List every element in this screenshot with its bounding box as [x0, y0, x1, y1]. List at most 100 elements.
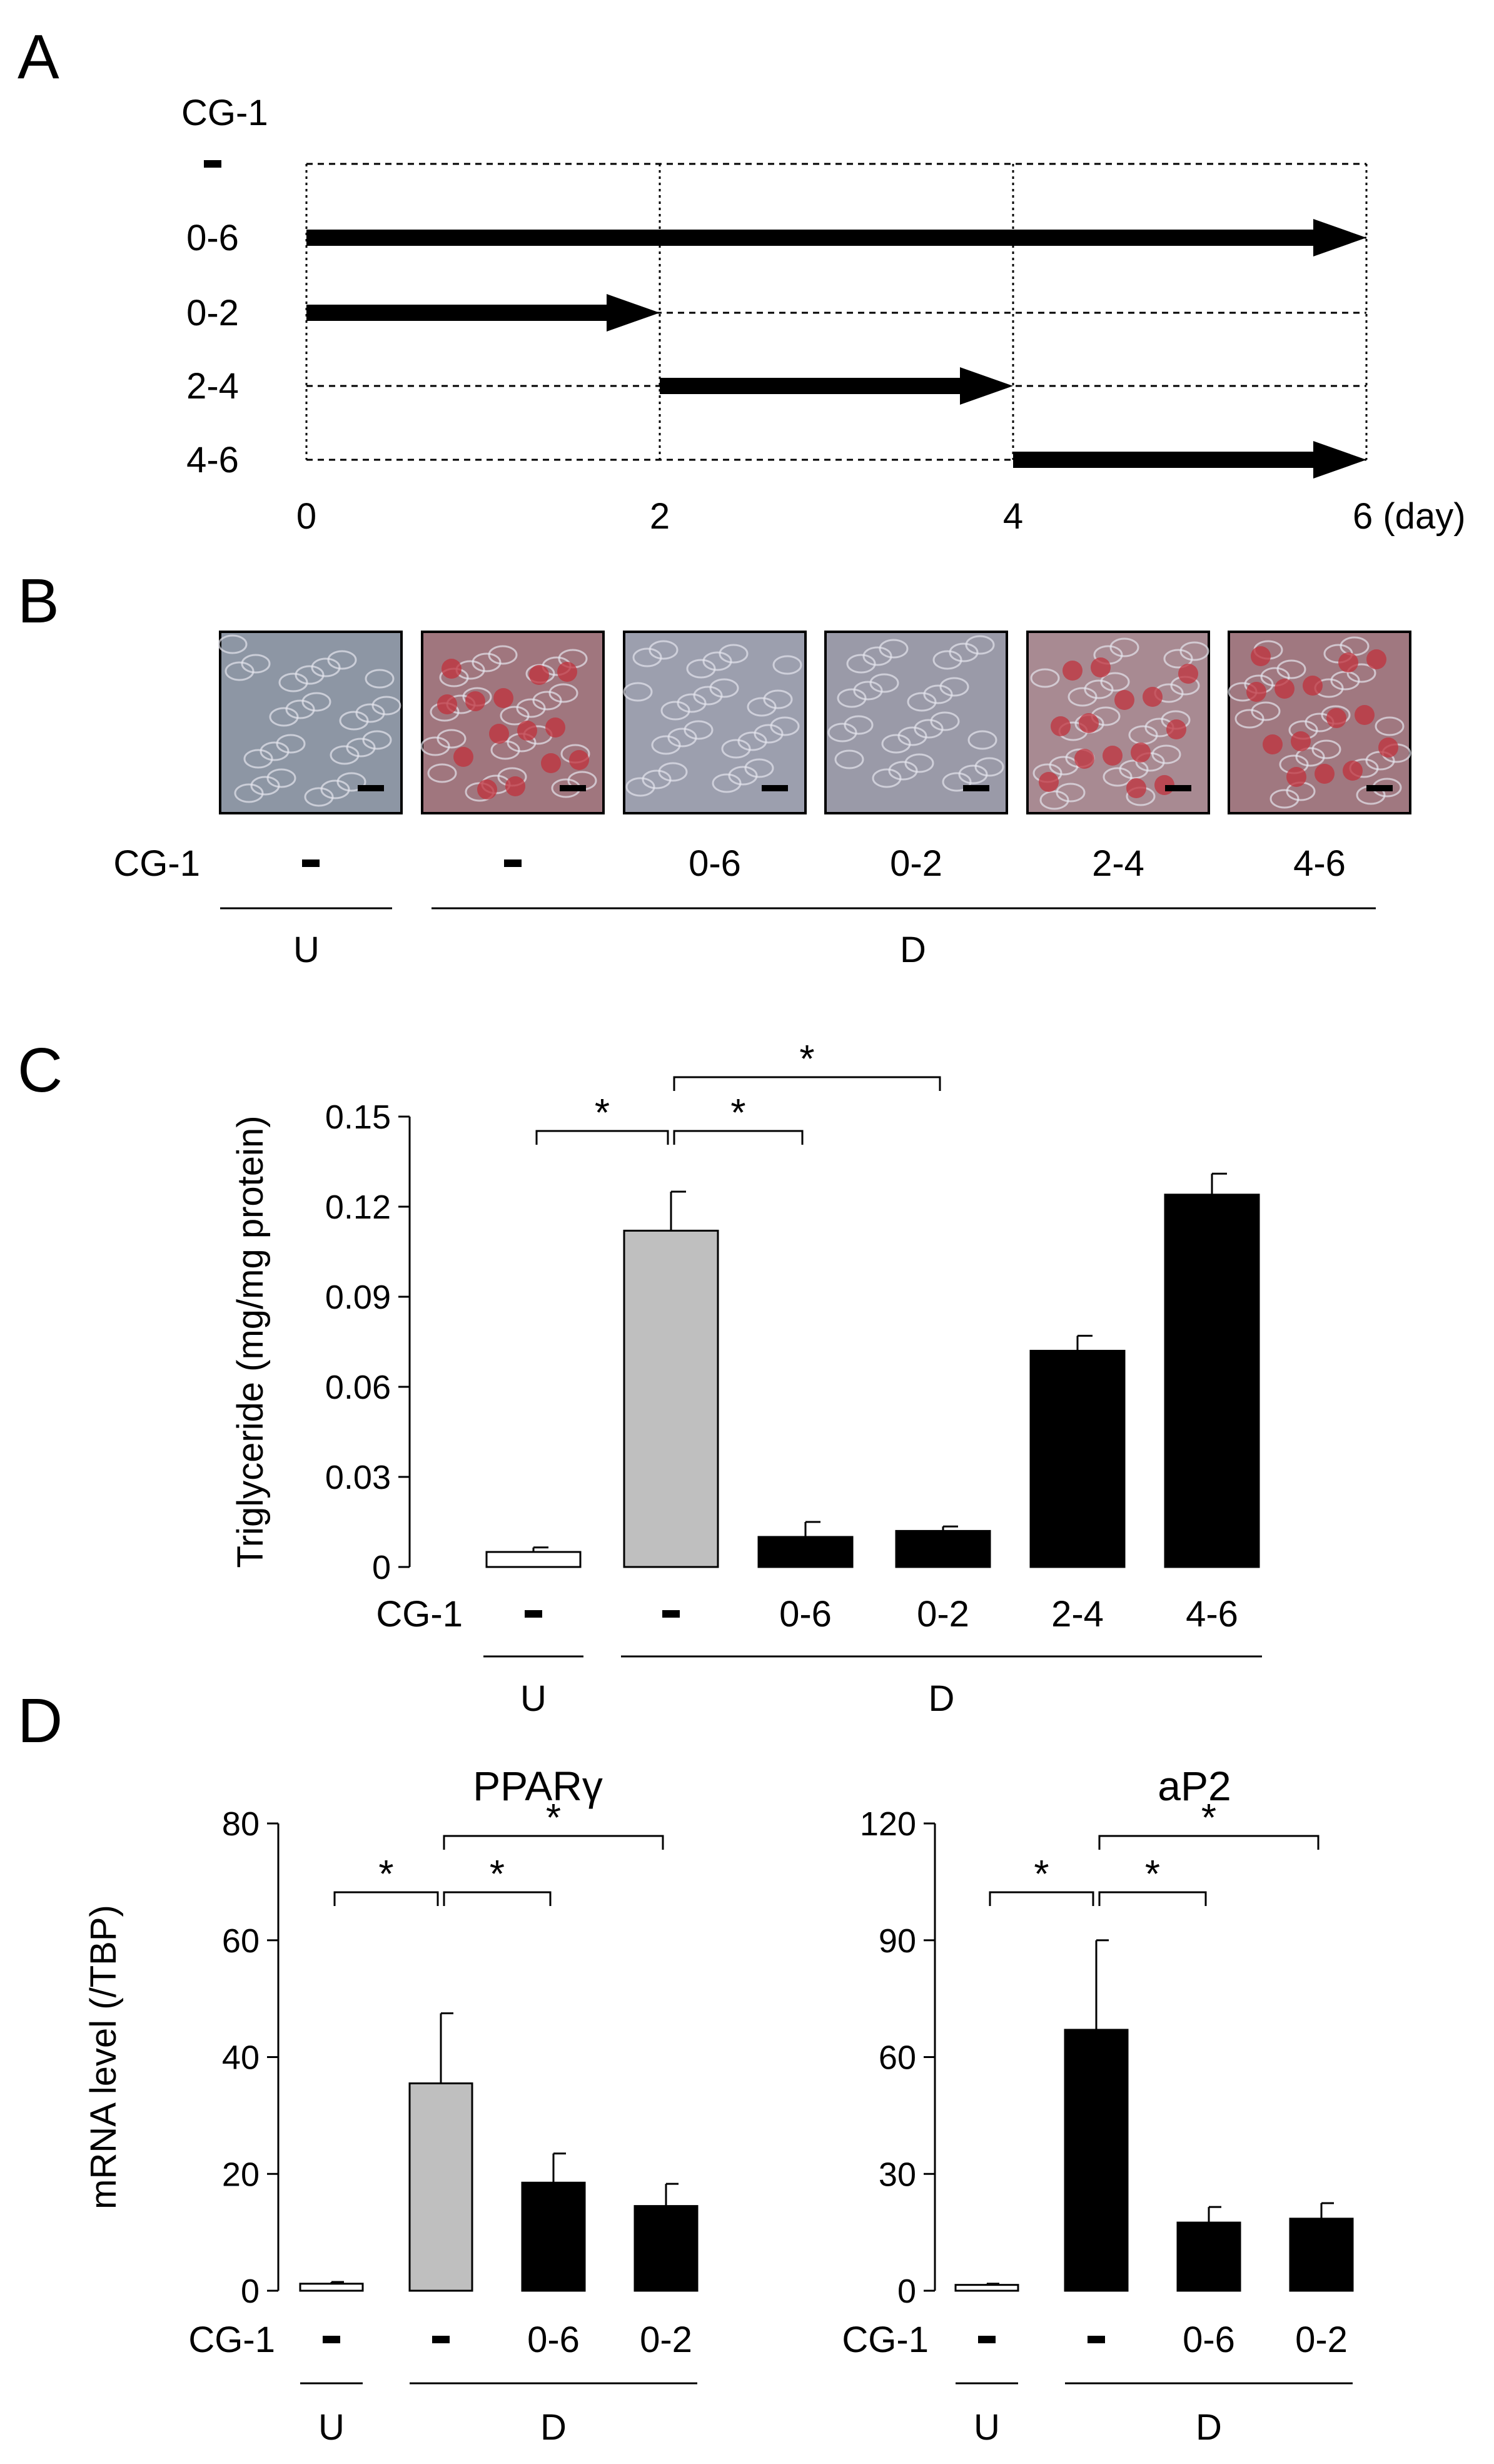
treatment-arrow-shaft [306, 305, 610, 321]
scale-bar [560, 785, 586, 791]
cell-texture [1100, 672, 1130, 692]
lipid-droplet [442, 659, 462, 679]
lipid-droplet [453, 747, 473, 767]
cell-texture [1119, 759, 1149, 779]
cell-texture [623, 682, 653, 702]
cell-texture [1163, 649, 1193, 669]
lipid-droplet [1074, 749, 1094, 769]
cell-texture [1311, 739, 1341, 759]
lipid-droplet [1274, 679, 1295, 699]
lipid-droplet [1251, 646, 1271, 666]
lipid-droplet [1343, 761, 1363, 781]
treatment-label: 0-6 [689, 843, 741, 884]
significance-star: * [490, 1853, 505, 1896]
lipid-droplet [1103, 746, 1123, 766]
cell-texture [1039, 790, 1069, 810]
significance-bracket [333, 1891, 439, 1906]
cell-texture [320, 779, 350, 799]
cell-texture [532, 691, 562, 711]
cell-texture [218, 634, 248, 654]
lipid-droplet [1178, 664, 1198, 684]
cell-texture [744, 758, 774, 778]
lipid-droplet [1091, 657, 1111, 677]
significance-star: * [595, 1092, 610, 1135]
category-label: 0-2 [1295, 2320, 1348, 2360]
significance-star: * [730, 1092, 745, 1135]
cell-texture [872, 768, 902, 788]
cell-texture [548, 683, 578, 703]
lipid-droplet [1143, 687, 1163, 707]
lipid-droplet [1263, 734, 1283, 754]
cell-texture [974, 757, 1004, 777]
category-label: 0-2 [640, 2320, 692, 2360]
cell-texture [709, 678, 739, 698]
significance-star: * [546, 1797, 561, 1840]
category-label: 2-4 [1051, 1594, 1104, 1635]
bar [521, 2181, 586, 2292]
lipid-droplet [1355, 705, 1375, 725]
lipid-droplet [465, 691, 485, 711]
cell-texture [250, 776, 280, 796]
y-tick-label: 80 [222, 1805, 260, 1843]
lipid-droplet [1326, 708, 1346, 728]
significance-bracket [673, 1076, 941, 1091]
y-tick-label: 0 [372, 1549, 391, 1586]
y-tick-label: 0 [897, 2273, 916, 2310]
group-label: D [929, 1678, 955, 1719]
lipid-droplet [489, 724, 509, 744]
treatment-label-mark [302, 859, 320, 867]
lipid-droplet [437, 694, 457, 714]
cell-texture [677, 693, 707, 713]
cell-texture [837, 688, 867, 708]
cell-texture [1346, 663, 1376, 683]
category-label-mark [978, 2336, 996, 2343]
significance-bracket [535, 1130, 669, 1145]
category-label-mark [323, 2336, 340, 2343]
cell-texture [1375, 716, 1405, 736]
cell-texture [869, 673, 899, 693]
scale-bar [358, 785, 384, 791]
row-label: 0-2 [186, 293, 239, 333]
treatment-label: CG-1 [113, 843, 200, 884]
treatment-label: CG-1 [181, 93, 268, 133]
y-tick-label: 0.03 [325, 1459, 391, 1496]
lipid-droplet [541, 753, 561, 773]
cell-texture [939, 677, 969, 697]
cell-texture [225, 661, 255, 681]
treatment-arrow-head [1313, 441, 1366, 479]
panel-label-b: B [18, 566, 59, 636]
group-label-u: U [293, 930, 320, 970]
lipid-droplet [1062, 661, 1083, 681]
cell-texture [853, 681, 883, 701]
lipid-droplet [1338, 652, 1358, 672]
treatment-label: 4-6 [1293, 843, 1346, 884]
cell-texture [488, 645, 518, 665]
lipid-droplet [569, 750, 589, 770]
cell-texture [234, 783, 264, 803]
treatment-arrow-shaft [660, 378, 963, 394]
cell-texture [241, 654, 271, 674]
scale-bar [762, 785, 788, 791]
significance-bracket [1098, 1891, 1207, 1906]
scale-bar [963, 785, 989, 791]
bar [1064, 2029, 1129, 2292]
lipid-droplet [1291, 731, 1311, 751]
cell-texture [649, 640, 679, 660]
lipid-droplet [1051, 716, 1071, 736]
cell-texture [719, 644, 749, 664]
panel-label-d: D [18, 1686, 63, 1756]
cell-texture [721, 739, 751, 759]
lipid-droplet [1378, 738, 1398, 758]
cell-texture [355, 703, 385, 723]
cell-texture [712, 773, 742, 793]
y-axis-label: Triglyceride (mg/mg protein) [230, 1115, 271, 1568]
significance-bracket [1098, 1835, 1320, 1850]
y-tick-label: 0.15 [325, 1098, 391, 1136]
cell-texture [923, 684, 953, 704]
cell-texture [365, 669, 395, 689]
scale-bar [1366, 785, 1393, 791]
group-label: D [540, 2407, 567, 2448]
cell-texture [772, 655, 802, 675]
